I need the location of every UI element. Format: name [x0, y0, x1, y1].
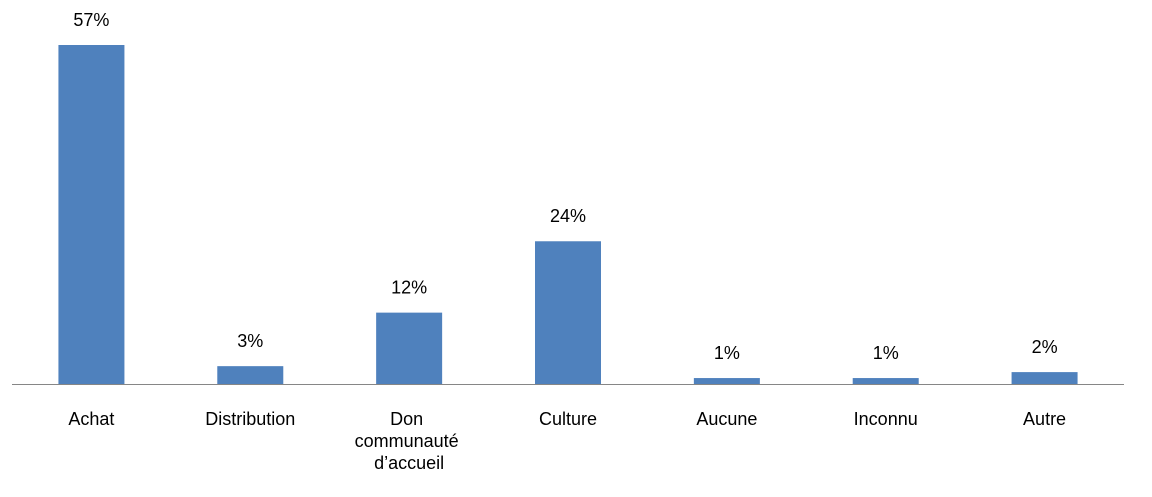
- x-tick-label: Culture: [539, 409, 597, 429]
- bar: [376, 312, 443, 384]
- x-tick-label: Autre: [1023, 409, 1066, 429]
- data-label: 12%: [391, 277, 427, 297]
- data-label: 1%: [714, 343, 740, 363]
- data-label: 24%: [550, 206, 586, 226]
- bar: [693, 378, 760, 384]
- x-tick-label: Inconnu: [854, 409, 918, 429]
- x-tick-label: Don communauté d’accueil: [355, 409, 464, 473]
- data-label: 3%: [237, 331, 263, 351]
- x-tick-label: Achat: [68, 409, 114, 429]
- bar: [852, 378, 919, 384]
- x-tick-label: Distribution: [205, 409, 295, 429]
- data-label: 1%: [873, 343, 899, 363]
- data-label: 2%: [1032, 337, 1058, 357]
- bar: [1011, 372, 1078, 384]
- x-tick-label: Aucune: [696, 409, 757, 429]
- bar: [217, 366, 284, 384]
- bar: [58, 45, 125, 384]
- data-label: 57%: [73, 10, 109, 30]
- bar: [535, 241, 601, 384]
